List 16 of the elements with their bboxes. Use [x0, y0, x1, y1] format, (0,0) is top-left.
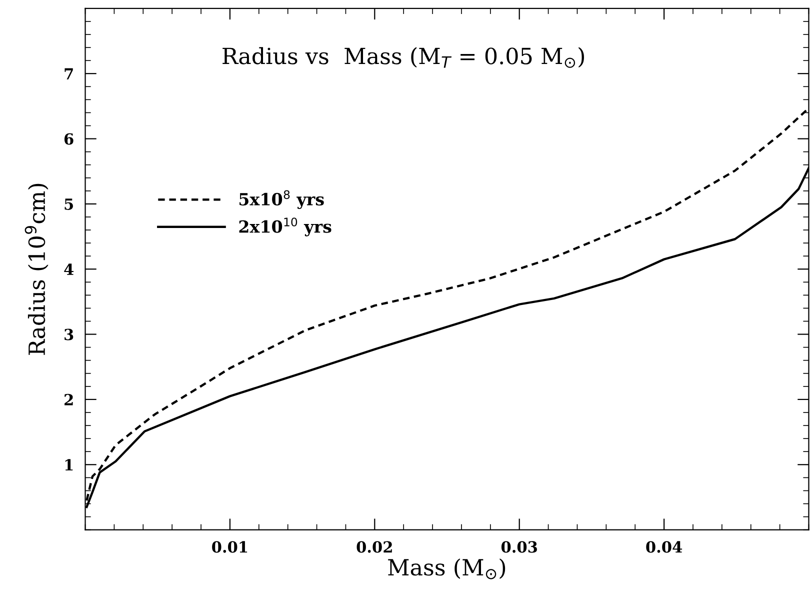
y-tick-label: 2 [64, 394, 73, 406]
x-tick-label: 0.03 [501, 541, 537, 553]
x-tick-label: 0.01 [212, 541, 248, 553]
x-tick-label: 0.04 [646, 541, 682, 553]
legend-label: 2x10$^{10}$ yrs [239, 218, 332, 236]
y-tick-label: 4 [64, 264, 74, 275]
y-axis-title: Radius (10$^{9}$cm) [24, 184, 48, 355]
x-axis-title: Mass (M$_{⊙}$) [388, 558, 506, 580]
y-tick-label: 6 [64, 133, 74, 145]
y-tick-label: 3 [64, 328, 74, 340]
legend-label: 5x10$^{8}$ yrs [240, 190, 324, 209]
text: Radius vs Mass (M$_{T}$ = 0.05 M$_{⊙}$) [222, 47, 584, 68]
y-tick-label: 5 [64, 198, 73, 210]
x-tick-label: 0.02 [356, 541, 392, 553]
y-tick-label: 7 [64, 68, 73, 80]
y-tick-label: 1 [65, 459, 73, 470]
